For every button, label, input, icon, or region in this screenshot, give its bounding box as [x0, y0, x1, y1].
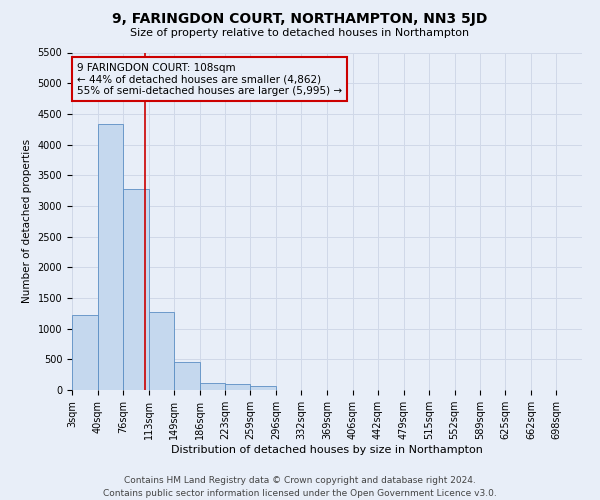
Bar	[149, 312, 174, 390]
Text: 9, FARINGDON COURT, NORTHAMPTON, NN3 5JD: 9, FARINGDON COURT, NORTHAMPTON, NN3 5JD	[112, 12, 488, 26]
Bar	[98, 124, 123, 390]
Text: Contains HM Land Registry data © Crown copyright and database right 2024.
Contai: Contains HM Land Registry data © Crown c…	[103, 476, 497, 498]
Bar	[250, 386, 276, 390]
Y-axis label: Number of detached properties: Number of detached properties	[22, 139, 32, 304]
Text: 9 FARINGDON COURT: 108sqm
← 44% of detached houses are smaller (4,862)
55% of se: 9 FARINGDON COURT: 108sqm ← 44% of detac…	[77, 62, 342, 96]
Bar	[123, 188, 149, 390]
Bar	[199, 382, 225, 390]
Bar	[174, 362, 199, 390]
Text: Size of property relative to detached houses in Northampton: Size of property relative to detached ho…	[130, 28, 470, 38]
X-axis label: Distribution of detached houses by size in Northampton: Distribution of detached houses by size …	[171, 445, 483, 455]
Bar	[225, 384, 250, 390]
Bar	[72, 314, 98, 390]
